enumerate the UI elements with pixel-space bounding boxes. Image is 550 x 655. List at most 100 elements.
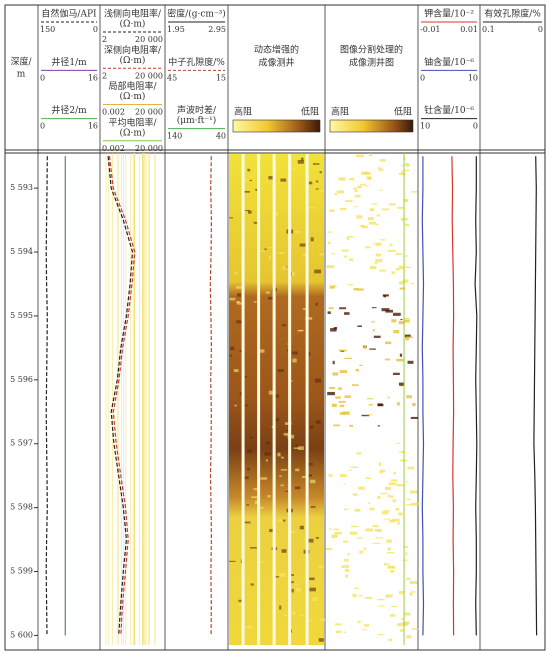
image-texture xyxy=(229,560,236,562)
image-texture xyxy=(254,500,259,505)
image-texture xyxy=(334,192,337,196)
image-texture xyxy=(290,574,294,576)
image-texture xyxy=(308,619,312,622)
image-texture xyxy=(242,376,248,378)
image-texture xyxy=(335,630,342,634)
image-texture xyxy=(344,558,349,562)
image-texture xyxy=(273,576,280,578)
image-texture xyxy=(284,614,288,616)
scale-left: 0.1 xyxy=(482,25,495,34)
image-texture xyxy=(378,462,382,466)
image-texture xyxy=(277,452,281,457)
image-texture xyxy=(375,253,381,257)
image-texture xyxy=(410,416,419,419)
image-texture xyxy=(400,318,403,321)
depth-label: 5 600 xyxy=(10,630,33,639)
image-texture xyxy=(361,629,367,631)
image-texture xyxy=(357,185,363,189)
image-texture xyxy=(318,565,324,569)
image-texture xyxy=(338,387,342,391)
log-curve xyxy=(451,156,455,636)
image-texture xyxy=(366,414,372,416)
curve-label: 自然伽马/API xyxy=(41,8,97,20)
image-texture xyxy=(411,502,420,506)
image-texture xyxy=(375,242,382,246)
image-texture xyxy=(295,468,300,472)
image-texture xyxy=(295,444,299,446)
log-curve xyxy=(108,156,136,636)
image-texture xyxy=(335,396,341,399)
image-texture xyxy=(395,253,403,256)
image-texture xyxy=(387,547,391,551)
image-texture xyxy=(399,172,406,175)
image-texture xyxy=(332,372,339,376)
image-texture xyxy=(369,507,375,511)
image-texture xyxy=(366,176,372,180)
image-texture xyxy=(377,167,382,169)
image-texture xyxy=(291,351,298,355)
image-texture xyxy=(283,432,289,436)
scale-right: 0 xyxy=(93,25,98,34)
colorbar-low: 高阻 xyxy=(234,106,252,118)
image-texture xyxy=(344,508,349,511)
image-texture xyxy=(330,328,337,332)
image-texture xyxy=(299,243,306,247)
image-texture xyxy=(234,404,237,407)
log-curve xyxy=(107,156,134,636)
image-texture xyxy=(267,495,271,498)
image-texture xyxy=(379,470,384,474)
colorbar-low: 高阻 xyxy=(331,106,349,118)
image-texture xyxy=(348,469,352,471)
curve-label: 浅侧向电阻率/ xyxy=(104,8,162,20)
image-texture xyxy=(315,180,319,183)
image-texture xyxy=(401,170,404,174)
image-texture xyxy=(399,451,404,453)
image-texture xyxy=(358,486,365,490)
colorbar-high: 低阻 xyxy=(394,106,412,118)
image-texture xyxy=(290,530,295,534)
image-texture xyxy=(361,171,369,175)
frame xyxy=(4,4,546,651)
image-texture xyxy=(410,283,415,285)
image-texture xyxy=(251,496,258,499)
image-texture xyxy=(361,225,369,229)
image-texture xyxy=(372,243,375,245)
image-texture xyxy=(296,587,301,592)
curve-label: 钾含量/10⁻² xyxy=(424,8,474,20)
scale-left: 0.002 xyxy=(102,144,125,153)
image-texture xyxy=(284,490,291,492)
log-curve xyxy=(474,156,478,636)
image-texture xyxy=(385,595,392,598)
image-texture xyxy=(300,157,304,161)
image-texture xyxy=(405,481,409,483)
image-title: 成像测井图 xyxy=(349,57,394,69)
image-texture xyxy=(354,190,358,193)
image-texture xyxy=(280,484,284,487)
image-texture xyxy=(409,580,418,585)
scale-right: 16 xyxy=(88,73,98,82)
image-texture xyxy=(245,625,253,629)
image-texture xyxy=(259,561,264,563)
image-texture xyxy=(268,176,274,180)
image-texture xyxy=(339,474,347,478)
image-texture xyxy=(396,484,404,487)
image-texture xyxy=(233,369,239,373)
image-texture xyxy=(387,396,390,399)
scale-left: 150 xyxy=(40,25,55,34)
scale-left: 2 xyxy=(102,71,107,80)
image-texture xyxy=(319,189,324,192)
scale-left: 10 xyxy=(420,122,430,131)
image-texture xyxy=(292,358,297,363)
image-texture xyxy=(397,522,400,525)
image-texture xyxy=(403,199,409,202)
image-texture xyxy=(410,490,418,494)
image-texture xyxy=(397,206,404,209)
image-texture xyxy=(411,191,418,193)
image-texture xyxy=(265,459,269,462)
image-texture xyxy=(229,354,233,357)
image-texture xyxy=(280,469,288,471)
image-texture xyxy=(239,350,242,353)
image-texture xyxy=(402,279,409,283)
image-texture xyxy=(375,223,379,226)
image-texture xyxy=(326,547,333,550)
